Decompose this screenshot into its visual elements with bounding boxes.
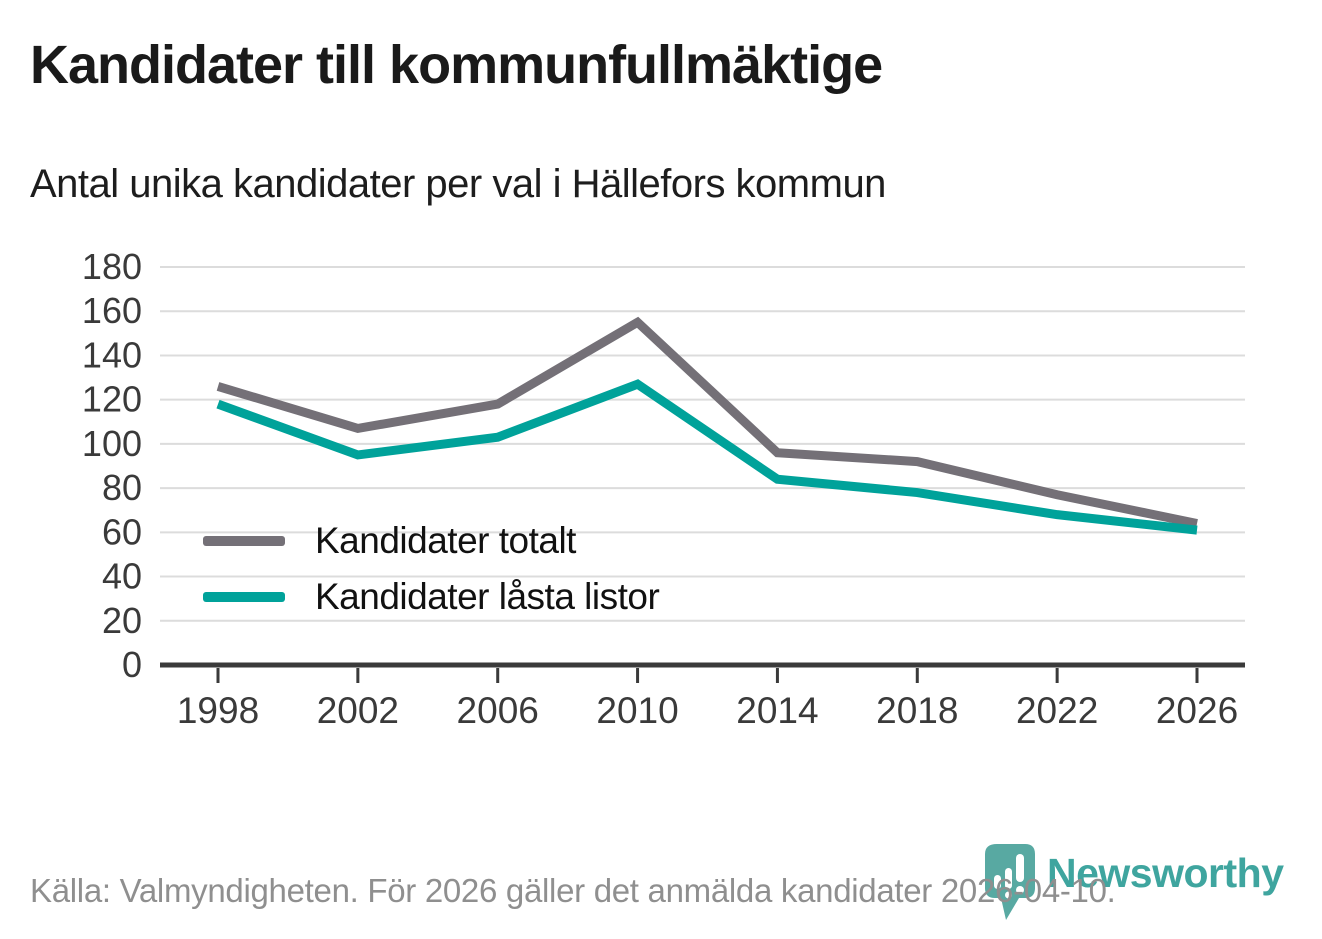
y-tick-label: 0 <box>122 644 142 685</box>
newsworthy-pin-icon <box>985 844 1035 920</box>
chart-legend: Kandidater totalt Kandidater låsta listo… <box>203 520 660 617</box>
legend-label-totalt: Kandidater totalt <box>315 520 576 561</box>
series-line-totalt <box>216 316 1198 528</box>
legend-item-totalt: Kandidater totalt <box>203 520 659 561</box>
chart-subtitle: Antal unika kandidater per val i Hällefo… <box>30 162 886 206</box>
x-tick-label: 2022 <box>1016 690 1098 731</box>
x-tick-label: 2026 <box>1156 690 1238 731</box>
y-tick-label: 40 <box>102 556 142 597</box>
y-tick-label: 100 <box>82 423 142 464</box>
y-tick-label: 20 <box>102 600 142 641</box>
y-tick-label: 120 <box>82 379 142 420</box>
source-note: Källa: Valmyndigheten. För 2026 gäller d… <box>30 872 1116 909</box>
y-tick-label: 160 <box>82 290 142 331</box>
chart-title: Kandidater till kommunfullmäktige <box>30 35 883 95</box>
x-tick-label: 2006 <box>457 690 539 731</box>
legend-swatch-lasta-listor <box>203 592 285 602</box>
series-line-lasta-listor <box>216 379 1198 535</box>
x-tick-label: 2002 <box>317 690 399 731</box>
x-tick-label: 1998 <box>177 690 259 731</box>
legend-item-lasta-listor: Kandidater låsta listor <box>203 576 660 617</box>
y-tick-label: 80 <box>102 467 142 508</box>
legend-swatch-totalt <box>203 536 285 546</box>
newsworthy-wordmark: Newsworthy <box>1047 850 1284 896</box>
x-tick-label: 2018 <box>876 690 958 731</box>
x-tick-label: 2014 <box>736 690 818 731</box>
x-tick-label: 2010 <box>596 690 678 731</box>
legend-label-lasta-listor: Kandidater låsta listor <box>315 576 660 617</box>
newsworthy-logo: Newsworthy <box>981 842 1284 926</box>
y-tick-label: 180 <box>82 246 142 287</box>
y-tick-label: 140 <box>82 334 142 375</box>
y-tick-label: 60 <box>102 511 142 552</box>
